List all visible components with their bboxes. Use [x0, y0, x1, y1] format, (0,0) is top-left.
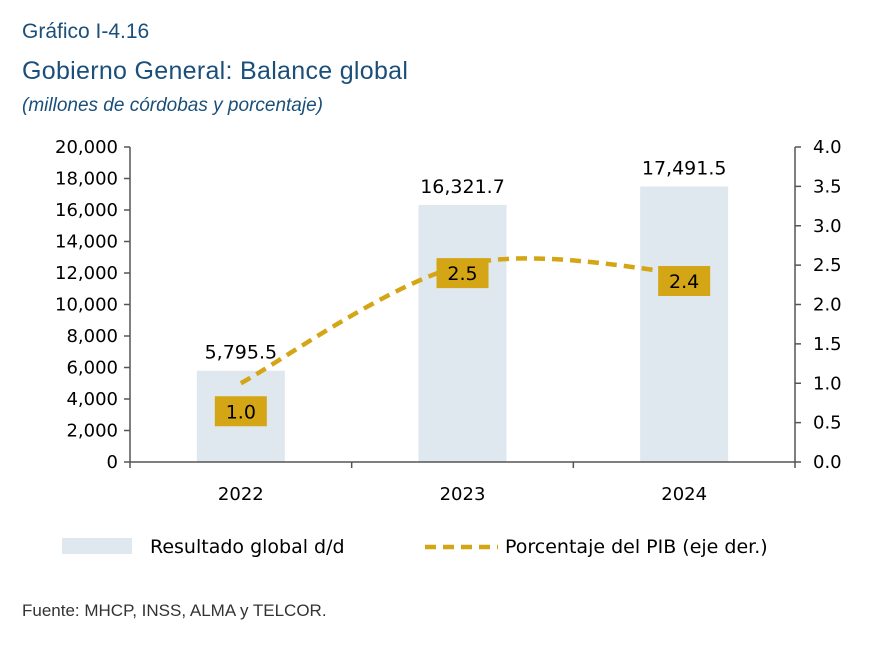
line-data-label-2022: 1.0 — [226, 401, 256, 423]
y-right-tick-label: 0.0 — [813, 452, 842, 473]
x-tick-label-2024: 2024 — [661, 484, 707, 505]
chart-title: Gobierno General: Balance global — [22, 57, 409, 85]
y-left-tick-label: 10,000 — [55, 295, 118, 316]
y-right-tick-label: 1.0 — [813, 373, 842, 394]
bar-data-label-2022: 5,795.5 — [205, 342, 278, 364]
source-note: Fuente: MHCP, INSS, ALMA y TELCOR. — [22, 601, 327, 620]
bar-data-label-2024: 17,491.5 — [642, 158, 727, 180]
x-tick-label-2022: 2022 — [218, 484, 264, 505]
chart-subtitle: (millones de córdobas y porcentaje) — [22, 95, 323, 116]
y-right-tick-label: 2.0 — [813, 295, 842, 316]
y-left-tick-label: 0 — [107, 452, 118, 473]
y-left-tick-label: 14,000 — [55, 232, 118, 253]
y-left-tick-label: 18,000 — [55, 169, 118, 190]
y-left-tick-label: 4,000 — [66, 389, 118, 410]
line-data-label-box-2022 — [214, 396, 267, 427]
y-right-tick-label: 3.5 — [813, 176, 842, 197]
y-right-tick-label: 1.5 — [813, 334, 842, 355]
line-data-label-2024: 2.4 — [669, 271, 699, 293]
legend-label-bar: Resultado global d/d — [150, 536, 345, 558]
y-left-tick-label: 16,000 — [55, 200, 118, 221]
y-right-tick-label: 2.5 — [813, 255, 842, 276]
y-left-tick-label: 12,000 — [55, 263, 118, 284]
y-left-tick-label: 8,000 — [66, 326, 118, 347]
line-data-label-2023: 2.5 — [447, 263, 477, 285]
y-right-tick-label: 3.0 — [813, 216, 842, 237]
y-left-tick-label: 20,000 — [55, 137, 118, 158]
legend-label-line: Porcentaje del PIB (eje der.) — [505, 536, 768, 558]
bar-data-label-2023: 16,321.7 — [420, 176, 505, 198]
y-right-tick-label: 0.5 — [813, 413, 842, 434]
y-left-tick-label: 2,000 — [66, 421, 118, 442]
x-tick-label-2023: 2023 — [440, 484, 486, 505]
line-data-label-box-2023 — [436, 258, 489, 289]
bar-2024 — [640, 186, 729, 462]
y-left-tick-label: 6,000 — [66, 358, 118, 379]
figure-number: Gráfico I-4.16 — [22, 20, 150, 43]
legend-swatch-bar — [62, 538, 132, 554]
bar-2023 — [418, 204, 507, 462]
line-series-pib — [239, 256, 685, 386]
y-right-tick-label: 4.0 — [813, 137, 842, 158]
line-data-label-box-2024 — [658, 266, 711, 296]
